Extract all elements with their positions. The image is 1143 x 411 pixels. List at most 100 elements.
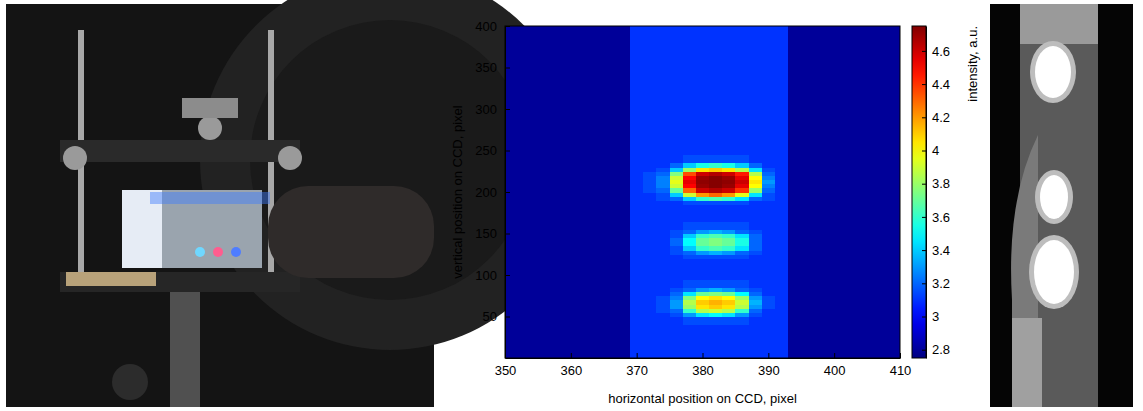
heatmap-cell xyxy=(683,279,697,288)
colorbar-tick-mark xyxy=(922,151,926,152)
y-tick: 100 xyxy=(475,268,510,283)
heatmap-cell xyxy=(762,192,776,197)
heatmap-cell xyxy=(683,246,697,251)
heatmap-cell xyxy=(656,325,670,358)
heatmap-cell xyxy=(775,312,789,317)
heatmap-cell xyxy=(749,325,763,358)
heatmap-cell xyxy=(762,312,776,317)
heatmap-cell xyxy=(630,279,644,288)
heatmap-cell xyxy=(696,167,710,172)
heatmap-cell xyxy=(749,258,763,279)
heatmap-cell xyxy=(656,163,670,168)
heatmap-cell xyxy=(670,184,684,189)
heatmap-cells xyxy=(505,26,900,358)
heatmap-cell xyxy=(749,279,763,288)
heatmap-cell xyxy=(775,292,789,297)
plot-frame xyxy=(505,26,900,358)
heatmap-cell xyxy=(722,325,736,358)
colorbar-tick-mark xyxy=(922,317,926,318)
heatmap-cell xyxy=(788,304,900,309)
heatmap-cell xyxy=(775,196,789,201)
photo-screw xyxy=(182,98,238,118)
colorbar-tick-mark xyxy=(922,283,926,284)
heatmap-cell xyxy=(788,26,900,155)
heatmap-cell xyxy=(696,287,710,292)
y-tick-mark xyxy=(505,192,510,193)
heatmap-cell xyxy=(683,254,697,259)
heatmap-cell xyxy=(722,292,736,297)
heatmap-cell xyxy=(656,234,670,239)
heatmap-cell xyxy=(656,287,670,292)
heatmap-cell xyxy=(505,308,631,313)
heatmap-cell xyxy=(775,234,789,239)
photo-apparatus xyxy=(6,0,580,407)
heatmap-cell xyxy=(722,300,736,305)
heatmap-cell xyxy=(749,192,763,197)
heatmap-cell xyxy=(735,221,749,230)
heatmap-cell xyxy=(788,292,900,297)
heatmap-cell xyxy=(656,204,670,221)
x-tick-label: 400 xyxy=(824,363,846,378)
heatmap-cell xyxy=(656,221,670,230)
heatmap-cell xyxy=(656,246,670,251)
heatmap-cell xyxy=(683,317,697,326)
heatmap-cell xyxy=(696,325,710,358)
figure: 3503603703803904004105010015020025030035… xyxy=(0,0,1143,411)
heatmap-cell xyxy=(749,234,763,239)
heatmap-cell xyxy=(630,200,644,205)
heatmap-cell xyxy=(630,304,644,309)
heatmap-cell xyxy=(762,287,776,292)
heatmap-cell xyxy=(735,312,749,317)
heatmap-cell xyxy=(630,229,644,234)
x-tick: 370 xyxy=(626,353,648,378)
heatmap-cell xyxy=(735,229,749,234)
heatmap-cell xyxy=(630,238,644,243)
heatmap-cell xyxy=(722,192,736,197)
heatmap-cell xyxy=(696,300,710,305)
y-tick-mark xyxy=(505,151,510,152)
heatmap-cell xyxy=(683,287,697,292)
colorbar-axis: 2.833.23.43.63.844.24.44.6 xyxy=(922,27,950,359)
colorbar-tick-label: 4.2 xyxy=(932,110,950,125)
heatmap-cell xyxy=(762,26,776,155)
heatmap-cell xyxy=(749,308,763,313)
heatmap-cell xyxy=(749,171,763,176)
photo-knob xyxy=(278,146,302,170)
colorbar-tick-mark xyxy=(922,117,926,118)
heatmap-cell xyxy=(735,287,749,292)
heatmap-cell xyxy=(735,155,749,164)
heatmap-cell xyxy=(709,300,723,305)
heatmap-cell xyxy=(696,175,710,180)
heatmap-cell xyxy=(656,229,670,234)
heatmap-cell xyxy=(643,325,657,358)
heatmap-cell xyxy=(683,234,697,239)
heatmap-cell xyxy=(722,258,736,279)
colorbar-tick: 3 xyxy=(922,309,939,324)
heatmap-cell xyxy=(683,204,697,221)
heatmap-cell xyxy=(735,238,749,243)
heatmap-cell xyxy=(696,317,710,326)
heatmap-cell xyxy=(735,188,749,193)
heatmap-cell xyxy=(735,300,749,305)
heatmap-cell xyxy=(775,258,789,279)
heatmap-cell xyxy=(505,250,631,255)
heatmap-cell xyxy=(735,234,749,239)
heatmap-cell xyxy=(735,308,749,313)
heatmap-cell xyxy=(775,229,789,234)
heatmap-cell xyxy=(656,238,670,243)
heatmap-cell xyxy=(709,279,723,288)
heatmap-cell xyxy=(683,175,697,180)
heatmap-cell xyxy=(683,238,697,243)
heatmap-cell xyxy=(656,300,670,305)
heatmap-cell xyxy=(762,254,776,259)
camera-spot-halo xyxy=(1035,170,1073,224)
heatmap-cell xyxy=(696,242,710,247)
heatmap-cell xyxy=(670,312,684,317)
heatmap-cell xyxy=(709,246,723,251)
heatmap-cell xyxy=(762,246,776,251)
heatmap-cell xyxy=(670,180,684,185)
heatmap-cell xyxy=(709,234,723,239)
colorbar-tick: 4.2 xyxy=(922,110,950,125)
heatmap-cell xyxy=(670,258,684,279)
heatmap-cell xyxy=(749,204,763,221)
